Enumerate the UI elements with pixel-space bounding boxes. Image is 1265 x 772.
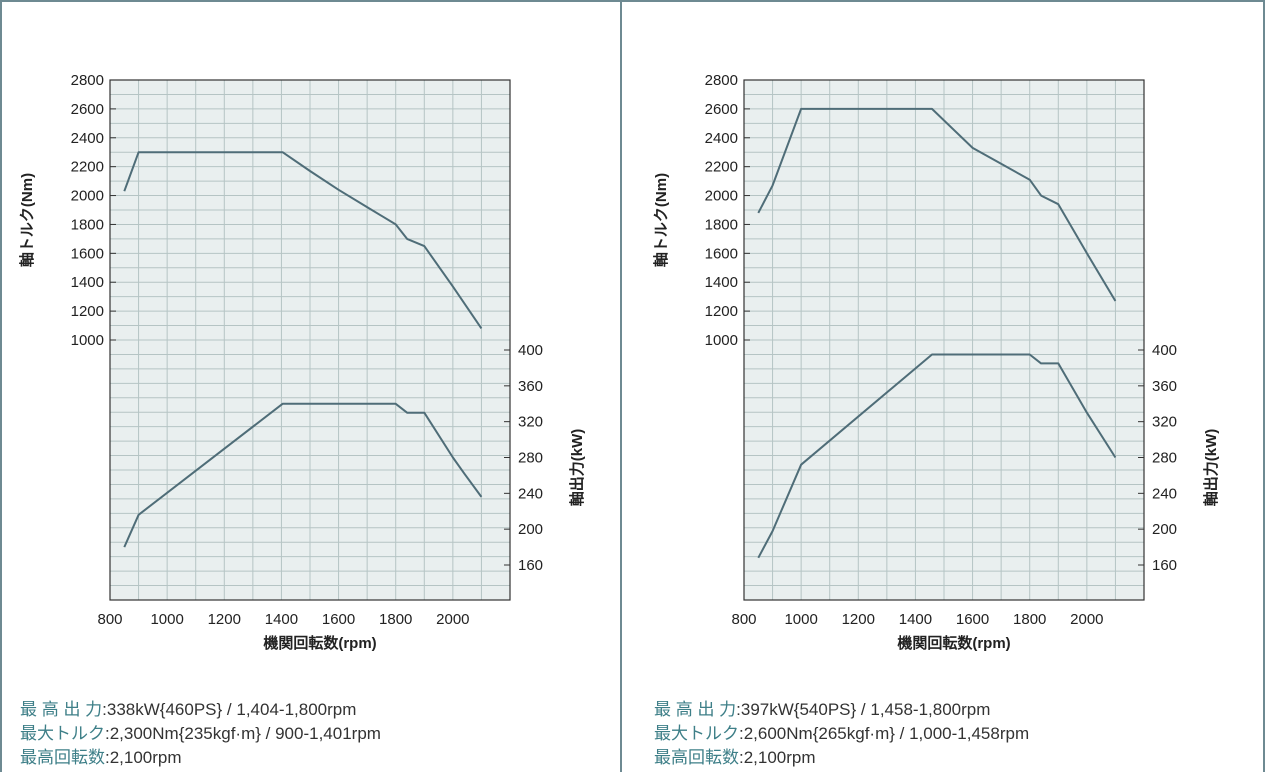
y-left-tick-label: 2600 [71, 101, 104, 118]
spec-block-left: 最 高 出 力:338kW{460PS} / 1,404-1,800rpm 最大… [20, 698, 381, 770]
spec-max-rpm: 最高回転数:2,100rpm [20, 748, 182, 767]
x-tick-label: 1200 [842, 611, 875, 628]
y-left-tick-label: 1400 [71, 274, 104, 291]
y-left-tick-label: 2000 [71, 188, 104, 205]
chart-panel-right: 2800 2600 2400 2200 2000 1800 1600 1400 1200 1000… [634, 0, 1254, 772]
y-right-tick-label: 280 [518, 450, 543, 467]
spec-block-right: 最 高 出 力:397kW{540PS} / 1,458-1,800rpm 最大… [654, 698, 1029, 770]
y-left-tick-label: 2200 [705, 159, 738, 176]
y-left-tick-label: 2200 [71, 159, 104, 176]
y-right-tick-label: 160 [518, 557, 543, 574]
y-left-tick-label: 2400 [71, 130, 104, 147]
y-right-tick-label: 160 [1152, 557, 1177, 574]
y-left-tick-label: 2400 [705, 130, 738, 147]
y-left-tick-label: 1600 [705, 245, 738, 262]
panel-divider [620, 0, 622, 772]
x-tick-label: 2000 [1070, 611, 1103, 628]
y-right-tick-label: 360 [1152, 378, 1177, 395]
x-tick-label: 1800 [1013, 611, 1046, 628]
x-tick-label: 1600 [322, 611, 355, 628]
y-left-axis-title: 軸トルク(Nm) [652, 173, 670, 267]
performance-chart-right: 2800 2600 2400 2200 2000 1800 1600 1400 1200 1000… [652, 72, 1220, 652]
y-right-tick-label: 320 [1152, 414, 1177, 431]
y-right-tick-label: 200 [1152, 521, 1177, 538]
y-left-tick-label: 1800 [71, 216, 104, 233]
x-tick-label: 1400 [265, 611, 298, 628]
y-left-tick-label: 2800 [71, 72, 104, 89]
y-right-tick-label: 240 [1152, 485, 1177, 502]
y-right-tick-label: 200 [518, 521, 543, 538]
y-right-tick-label: 320 [518, 414, 543, 431]
y-left-tick-label: 2600 [705, 101, 738, 118]
spec-max-torque: 最大トルク:2,300Nm{235kgf·m} / 900-1,401rpm [20, 724, 381, 743]
torque-curve [123, 151, 483, 329]
y-left-tick-label: 2000 [705, 188, 738, 205]
spec-max-rpm: 最高回転数:2,100rpm [654, 748, 816, 767]
x-tick-label: 1400 [899, 611, 932, 628]
y-right-axis-title: 軸出力(kW) [1202, 429, 1220, 507]
y-right-tick-label: 240 [518, 485, 543, 502]
x-tick-label: 1200 [208, 611, 241, 628]
y-right-tick-label: 400 [518, 342, 543, 359]
chart-panel-left: 2800 2600 2400 2200 2000 1800 1600 1400 1200 1000… [0, 0, 620, 772]
performance-chart-left: 2800 2600 2400 2200 2000 1800 1600 1400 1200 1000… [18, 72, 586, 652]
y-left-tick-label: 1400 [705, 274, 738, 291]
x-tick-label: 1600 [956, 611, 989, 628]
torque-curve [757, 107, 1117, 302]
y-left-axis-title: 軸トルク(Nm) [18, 173, 36, 267]
spec-max-power: 最 高 出 力:338kW{460PS} / 1,404-1,800rpm [20, 700, 357, 719]
spec-max-power: 最 高 出 力:397kW{540PS} / 1,458-1,800rpm [654, 700, 991, 719]
y-left-tick-label: 1800 [705, 216, 738, 233]
y-left-tick-label: 1200 [705, 303, 738, 320]
x-axis-title: 機関回転数(rpm) [263, 634, 376, 652]
y-right-tick-label: 280 [1152, 450, 1177, 467]
y-left-tick-label: 1600 [71, 245, 104, 262]
y-left-tick-label: 2800 [705, 72, 738, 89]
x-tick-label: 2000 [436, 611, 469, 628]
y-right-tick-label: 360 [518, 378, 543, 395]
y-left-tick-label: 1200 [71, 303, 104, 320]
spec-max-torque: 最大トルク:2,600Nm{265kgf·m} / 1,000-1,458rpm [654, 724, 1030, 743]
x-axis-title: 機関回転数(rpm) [897, 634, 1010, 652]
x-tick-label: 1000 [784, 611, 817, 628]
power-curve [123, 402, 483, 548]
x-tick-label: 1800 [379, 611, 412, 628]
y-right-axis-title: 軸出力(kW) [568, 429, 586, 507]
power-curve [757, 353, 1117, 559]
y-right-tick-label: 400 [1152, 342, 1177, 359]
y-left-tick-label: 1000 [71, 332, 104, 349]
y-left-tick-label: 1000 [705, 332, 738, 349]
x-tick-label: 800 [731, 611, 756, 628]
x-tick-label: 800 [97, 611, 122, 628]
x-tick-label: 1000 [150, 611, 183, 628]
